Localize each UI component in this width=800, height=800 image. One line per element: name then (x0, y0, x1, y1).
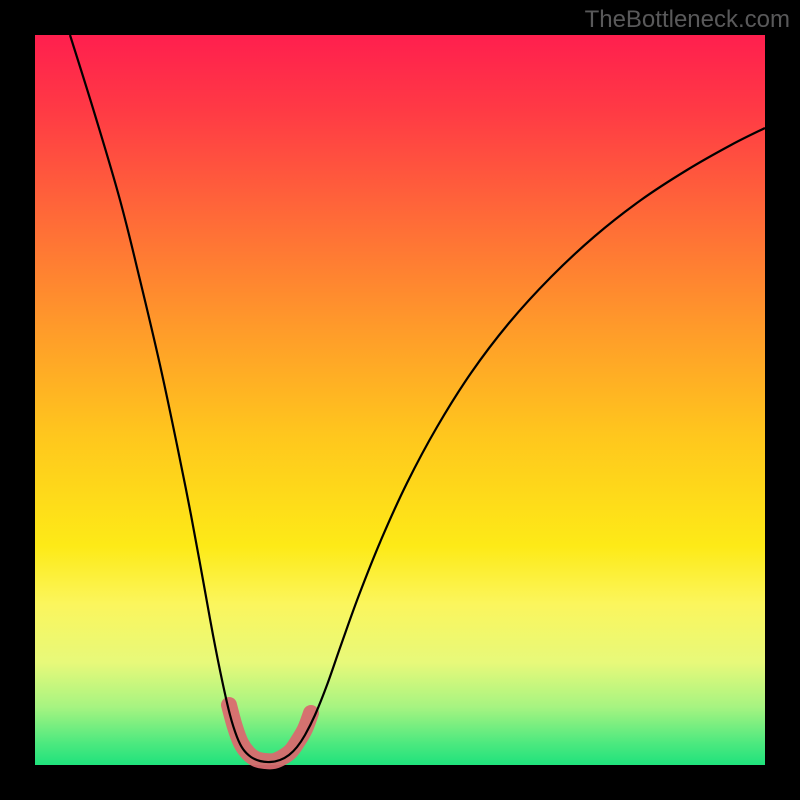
plot-area (35, 35, 765, 765)
chart-frame: TheBottleneck.com (0, 0, 800, 800)
bottleneck-curve (70, 35, 765, 762)
watermark-text: TheBottleneck.com (585, 6, 790, 34)
valley-highlight (229, 705, 311, 761)
curve-layer (35, 35, 765, 765)
